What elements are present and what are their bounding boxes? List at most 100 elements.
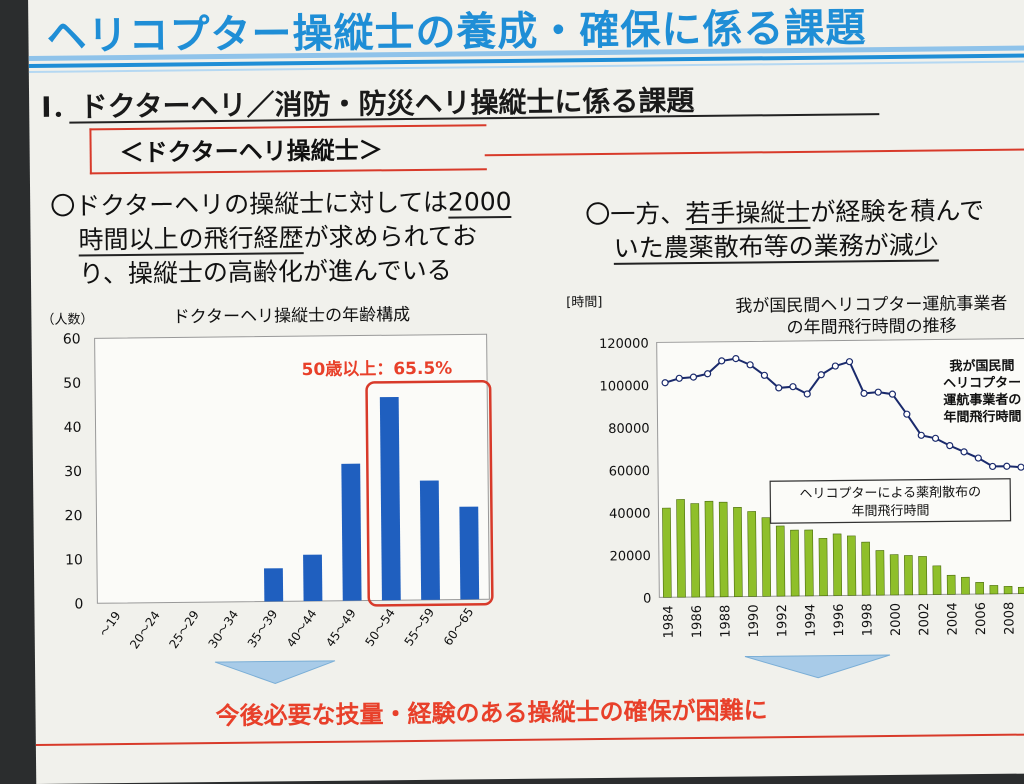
chart2-xtick-1990: 1990 xyxy=(747,604,762,637)
chart2-point-1999 xyxy=(874,388,882,396)
chart2-bar-1999 xyxy=(875,550,885,596)
slide-page: ヘリコプター操縦士の養成・確保に係る課題 Ⅰ．ドクターヘリ／消防・防災ヘリ操縦士… xyxy=(28,0,1024,784)
chart1-bar-5 xyxy=(303,554,323,602)
age-composition-chart: ドクターヘリ操縦士の年齢構成 （人数） 0 10 20 30 40 50 60 ～19 20～… xyxy=(41,305,494,684)
chart2-line-legend-line2: ヘリコプター xyxy=(943,376,1021,392)
bottom-rule xyxy=(35,733,1024,746)
chart2-ytick-1: 20000 xyxy=(609,549,651,564)
chart2-xtick-2004: 2004 xyxy=(945,602,960,635)
left-bullet-line1: 〇ドクターヘリの操縦士に対しては xyxy=(50,187,449,221)
chart2-point-2000 xyxy=(888,390,897,398)
chart2-point-1995 xyxy=(817,371,825,379)
chart2-point-2001 xyxy=(903,410,911,418)
chart2-point-2004 xyxy=(946,442,954,450)
chart1-bar-8 xyxy=(419,480,440,600)
chart2-point-2003 xyxy=(931,434,940,442)
chart2-point-1984 xyxy=(661,379,669,387)
chart2-plot-area xyxy=(656,337,1024,598)
subhead: ＜ドクターヘリ操縦士＞ xyxy=(119,136,383,168)
chart2-bar-1984 xyxy=(662,507,672,598)
chart2-bar-2002 xyxy=(918,556,928,596)
chart2-point-1987 xyxy=(704,370,712,378)
subhead-rule xyxy=(484,148,1024,157)
chart2-bar-2000 xyxy=(889,554,899,596)
chart2-bar-1989 xyxy=(733,507,743,597)
chart1-ytick-6: 60 xyxy=(63,331,81,347)
chart2-bar-2006 xyxy=(975,582,985,595)
chart2-xtick-2008: 2008 xyxy=(1002,602,1017,635)
chart2-point-2008 xyxy=(1003,462,1011,470)
chart2-point-1993 xyxy=(789,383,797,391)
chart1-xtick-6: 45～49 xyxy=(323,606,359,649)
chart1-ytick-0: 0 xyxy=(74,596,83,612)
chart2-ytick-6: 120000 xyxy=(599,337,649,353)
chart2-point-2005 xyxy=(960,448,968,456)
chart1-xtick-9: 60～65 xyxy=(441,605,477,648)
right-bullet-line2-underlined: いた農薬散布等の業務が減少 xyxy=(613,230,939,265)
chart2-point-1988 xyxy=(718,357,726,365)
chart2-bar-1996 xyxy=(832,533,843,596)
chart2-bar-1985 xyxy=(676,499,686,598)
chart2-bar-1986 xyxy=(690,503,701,598)
chart2-bar-2003 xyxy=(932,565,942,595)
chart2-point-2006 xyxy=(974,454,982,462)
chart2-title: 我が国民間ヘリコプター運航事業者 xyxy=(735,294,1007,317)
chart2-title-line2: の年間飛行時間の推移 xyxy=(786,316,956,338)
chart1-bar-7 xyxy=(379,396,401,601)
chart1-annotation: 50歳以上：65.5% xyxy=(302,358,453,381)
chart2-point-2009 xyxy=(1017,463,1024,471)
chart1-ytick-1: 10 xyxy=(65,552,83,568)
chart2-point-1989 xyxy=(732,355,740,363)
chart2-point-1990 xyxy=(746,361,754,369)
chart2-bar-2001 xyxy=(904,555,914,596)
chart2-bar-legend-line1: ヘリコプターによる薬剤散布の xyxy=(799,484,981,502)
chart1-ytick-2: 20 xyxy=(65,508,83,524)
chart2-bar-1998 xyxy=(861,541,871,596)
chart2-ytick-2: 40000 xyxy=(609,507,651,522)
chart2-bar-1990 xyxy=(747,511,757,597)
chart2-point-1994 xyxy=(803,390,811,398)
chart2-bar-2005 xyxy=(961,576,970,595)
chart2-ytick-3: 60000 xyxy=(609,464,651,479)
chart2-point-1991 xyxy=(760,371,769,379)
chart1-xtick-1: 20～24 xyxy=(127,608,163,651)
chart1-title: ドクターヘリ操縦士の年齢構成 xyxy=(173,305,411,327)
chart2-bar-legend-box xyxy=(769,478,1012,524)
chart2-bar-1994 xyxy=(804,529,814,597)
left-bullet-line3: り、操縦士の高齢化が進んでいる xyxy=(78,255,452,289)
chart2-xtick-1994: 1994 xyxy=(803,604,818,637)
chart2-bar-1987 xyxy=(704,500,715,598)
chart2-point-1998 xyxy=(860,389,868,397)
left-bullet-line2-underlined: 時間以上の飛行経歴 xyxy=(78,223,304,257)
chart1-ytick-3: 30 xyxy=(64,464,82,480)
chart2-bar-1997 xyxy=(847,535,857,596)
chart1-ytick-5: 50 xyxy=(63,376,81,392)
chart2-point-1997 xyxy=(845,358,854,366)
right-bullet-line1-underlined: 若手操縦士 xyxy=(685,197,811,231)
chart2-bar-legend: ヘリコプターによる薬剤散布の 年間飛行時間 xyxy=(769,478,1012,524)
chart1-xtick-4: 35～39 xyxy=(245,607,281,650)
chart2-xtick-1998: 1998 xyxy=(860,603,875,636)
chart1-highlight-box xyxy=(365,380,494,607)
chart2-bar-1992 xyxy=(775,525,786,597)
chart2-bar-2009 xyxy=(1017,586,1024,594)
chart2-point-1992 xyxy=(775,384,783,392)
chart2-ytick-5: 100000 xyxy=(599,379,649,395)
right-bullet-line1-tail: が経験を積んで xyxy=(810,196,985,227)
chart1-bar-9 xyxy=(459,506,480,600)
chart2-point-1996 xyxy=(831,362,839,370)
chart2-xtick-1988: 1988 xyxy=(718,605,733,638)
right-bullet: 〇一方、若手操縦士が経験を積んで いた農薬散布等の業務が減少 xyxy=(585,194,984,266)
chart2-bar-legend-line2: 年間飛行時間 xyxy=(851,504,929,520)
chart2-xtick-1986: 1986 xyxy=(690,605,705,638)
chart1-xtick-0: ～19 xyxy=(97,609,124,639)
chart2-point-1985 xyxy=(675,374,683,382)
chart1-bar-4 xyxy=(264,568,284,602)
flight-hours-chart: 我が国民間ヘリコプター運航事業者 の年間飛行時間の推移 [時間] 0 20000 4… xyxy=(566,294,1024,679)
chart2-bar-1988 xyxy=(718,501,729,598)
chart2-line-legend-line4: 年間飛行時間 xyxy=(943,409,1021,426)
chart2-xtick-1992: 1992 xyxy=(775,604,790,637)
chart2-xtick-1996: 1996 xyxy=(832,603,847,636)
chart2-line-legend: 我が国民間 ヘリコプター 運航事業者の 年間飛行時間 xyxy=(943,358,1022,426)
chart1-bar-6 xyxy=(341,463,362,601)
